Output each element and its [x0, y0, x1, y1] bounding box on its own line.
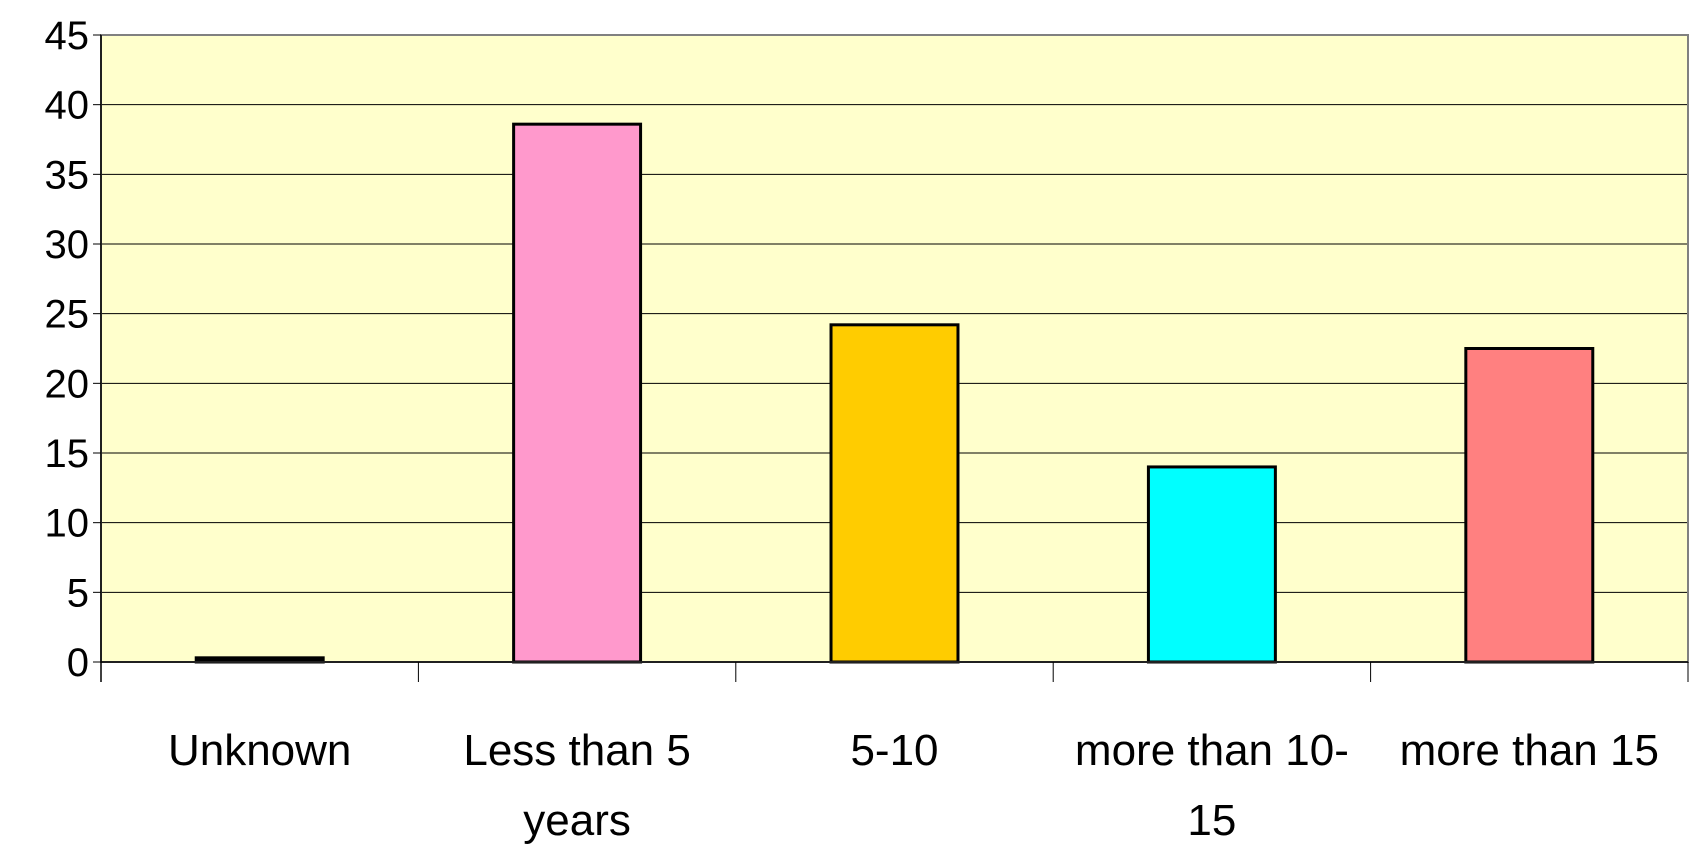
y-axis-ticks: 0 5 10 15 20 25 30 35 40 45	[45, 14, 90, 685]
y-tick-label: 35	[45, 153, 90, 197]
bars	[194, 122, 1595, 664]
bar	[1464, 347, 1595, 664]
y-tick-label: 45	[45, 14, 90, 58]
x-category-label: Unknown	[168, 726, 351, 775]
y-tick-label: 10	[45, 502, 90, 546]
x-category-label: 5-10	[850, 726, 938, 775]
y-tick-label: 30	[45, 223, 90, 267]
y-tick-label: 5	[67, 571, 89, 615]
x-category-label: more than 15	[1400, 726, 1659, 775]
y-tick-label: 15	[45, 432, 90, 476]
y-tick-label: 40	[45, 84, 90, 128]
y-tick-label: 0	[67, 641, 89, 685]
x-category-label: Less than 5 years	[463, 726, 691, 845]
axes	[93, 34, 1689, 682]
y-tick-label: 25	[45, 293, 90, 337]
x-axis-labels: Unknown Less than 5 years 5-10 more than 10-…	[168, 726, 1659, 845]
bar	[829, 323, 960, 664]
y-tick-label: 20	[45, 362, 90, 406]
bar	[1146, 465, 1277, 664]
bar	[512, 122, 643, 664]
x-category-label: more than 10-15	[1075, 726, 1349, 845]
